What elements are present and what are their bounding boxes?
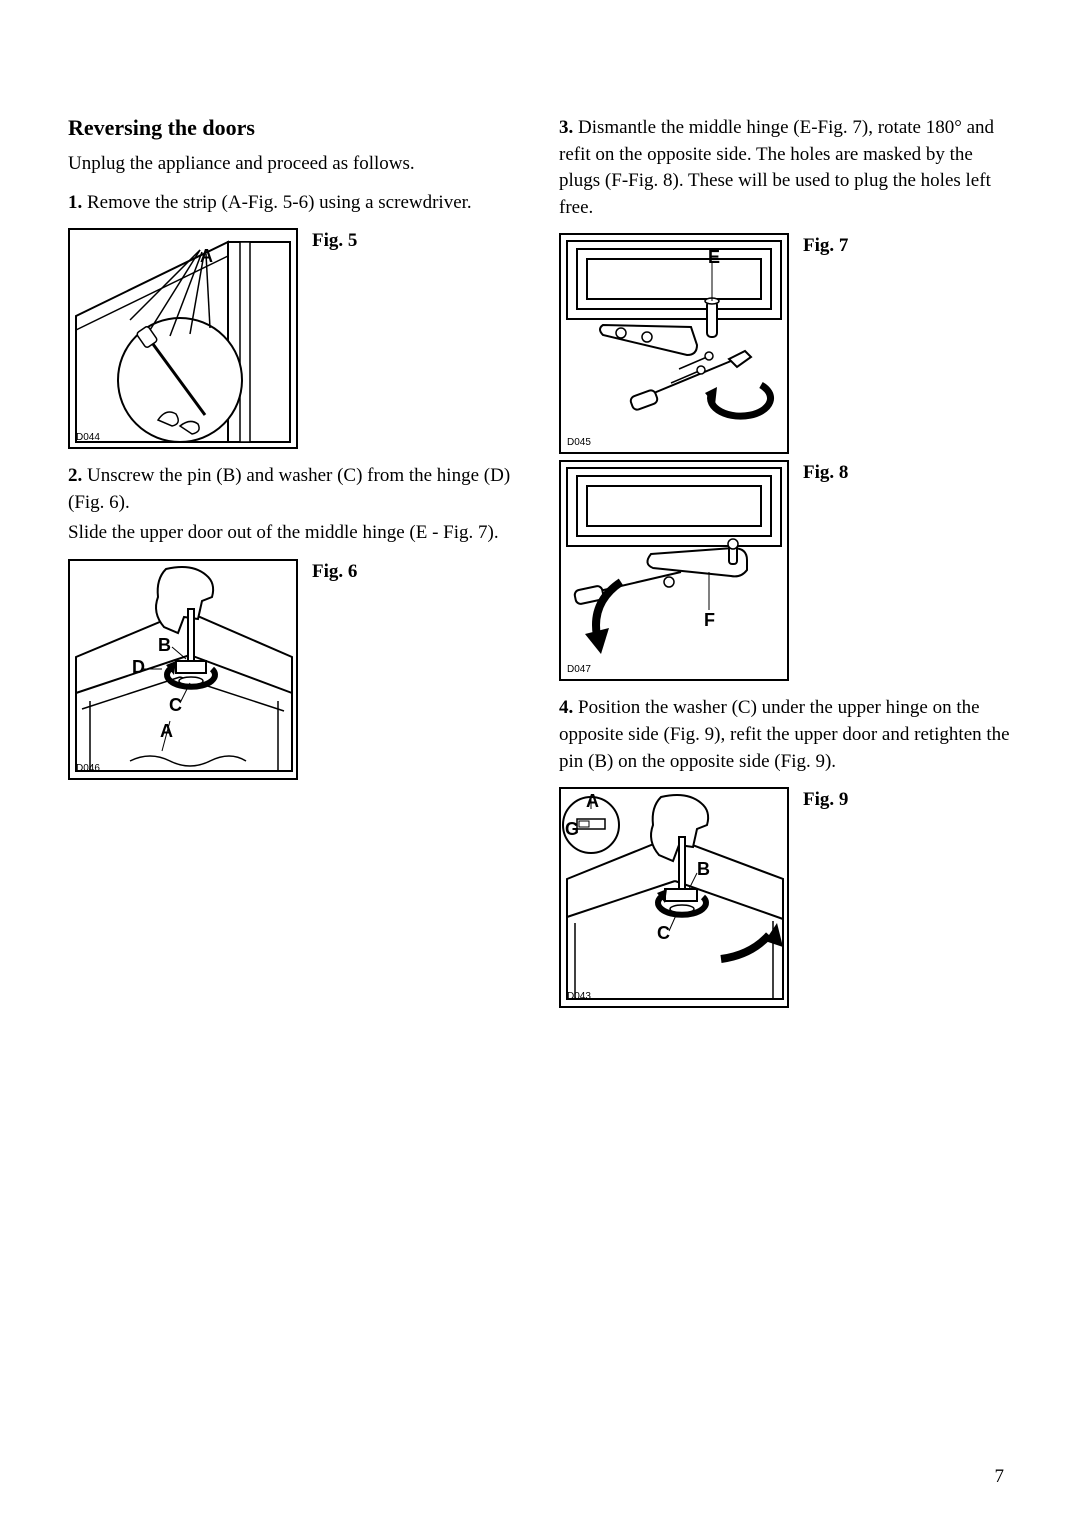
figure-8-callout-f: F bbox=[704, 610, 715, 631]
figure-6-callout-a: A bbox=[160, 721, 173, 742]
figure-8: D047 F bbox=[559, 460, 789, 681]
step-3-text: Dismantle the middle hinge (E-Fig. 7), r… bbox=[559, 117, 994, 218]
two-column-layout: Reversing the doors Unplug the appliance… bbox=[68, 115, 1010, 1022]
figure-7-code: D045 bbox=[567, 437, 591, 448]
manual-page: Reversing the doors Unplug the appliance… bbox=[0, 0, 1080, 1528]
figure-5-diagram bbox=[70, 230, 296, 447]
step-2-text2: Slide the upper door out of the middle h… bbox=[68, 520, 519, 547]
figure-7-diagram bbox=[561, 235, 787, 452]
step-1: 1. Remove the strip (A-Fig. 5-6) using a… bbox=[68, 190, 519, 217]
figure-6-code: D046 bbox=[76, 763, 100, 774]
figure-6-row: D046 D B C A Fig. 6 bbox=[68, 559, 519, 780]
left-column: Reversing the doors Unplug the appliance… bbox=[68, 115, 519, 1022]
figure-8-code: D047 bbox=[567, 664, 591, 675]
figure-5-row: D044 A Fig. 5 bbox=[68, 228, 519, 449]
figure-5-callout-a: A bbox=[200, 246, 213, 267]
figure-9: D043 A G B C bbox=[559, 787, 789, 1008]
figure-7: D045 E bbox=[559, 233, 789, 454]
page-number: 7 bbox=[995, 1466, 1005, 1488]
figure-6-callout-b: B bbox=[158, 635, 171, 656]
step-2-number: 2. bbox=[68, 465, 82, 486]
figure-7-row: D045 E Fig. 7 bbox=[559, 233, 1010, 454]
section-heading: Reversing the doors bbox=[68, 115, 519, 141]
step-2-text1: Unscrew the pin (B) and washer (C) from … bbox=[68, 465, 510, 513]
figure-9-callout-a: A bbox=[586, 791, 599, 812]
figure-9-label: Fig. 9 bbox=[803, 789, 848, 811]
figure-9-callout-g: G bbox=[565, 819, 579, 840]
figure-7-callout-e: E bbox=[708, 247, 720, 268]
figure-9-diagram bbox=[561, 789, 787, 1006]
step-3: 3. Dismantle the middle hinge (E-Fig. 7)… bbox=[559, 115, 1010, 221]
figure-8-diagram bbox=[561, 462, 787, 679]
figure-9-row: D043 A G B C Fig. 9 bbox=[559, 787, 1010, 1008]
step-1-number: 1. bbox=[68, 192, 82, 213]
figure-5: D044 A bbox=[68, 228, 298, 449]
figure-8-row: D047 F Fig. 8 bbox=[559, 460, 1010, 681]
figure-6-diagram bbox=[70, 561, 296, 778]
intro-text: Unplug the appliance and proceed as foll… bbox=[68, 151, 519, 178]
figure-9-callout-b: B bbox=[697, 859, 710, 880]
right-column: 3. Dismantle the middle hinge (E-Fig. 7)… bbox=[559, 115, 1010, 1022]
step-3-number: 3. bbox=[559, 117, 573, 138]
figure-5-label: Fig. 5 bbox=[312, 230, 357, 252]
step-1-text: Remove the strip (A-Fig. 5-6) using a sc… bbox=[82, 192, 471, 213]
step-2: 2. Unscrew the pin (B) and washer (C) fr… bbox=[68, 463, 519, 516]
figure-8-label: Fig. 8 bbox=[803, 462, 848, 484]
figure-6-callout-c: C bbox=[169, 695, 182, 716]
figure-9-code: D043 bbox=[567, 991, 591, 1002]
figure-6: D046 D B C A bbox=[68, 559, 298, 780]
figure-9-callout-c: C bbox=[657, 923, 670, 944]
figure-5-code: D044 bbox=[76, 432, 100, 443]
step-4-text: Position the washer (C) under the upper … bbox=[559, 697, 1010, 771]
figure-6-label: Fig. 6 bbox=[312, 561, 357, 583]
figure-7-label: Fig. 7 bbox=[803, 235, 848, 257]
step-4-number: 4. bbox=[559, 697, 573, 718]
step-4: 4. Position the washer (C) under the upp… bbox=[559, 695, 1010, 775]
figure-6-callout-d: D bbox=[132, 657, 145, 678]
